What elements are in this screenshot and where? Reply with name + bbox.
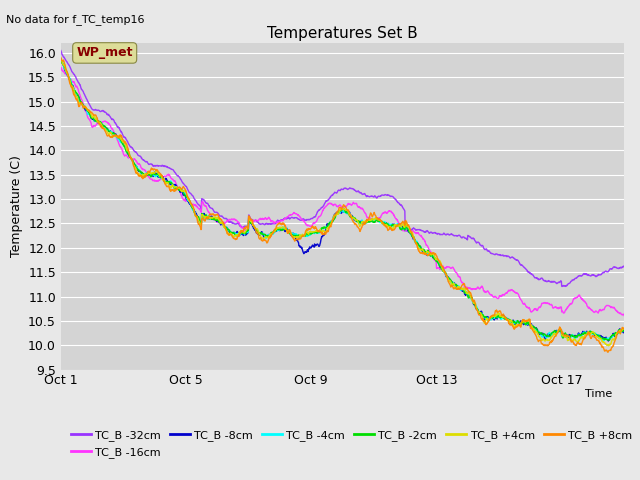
Legend: TC_B -32cm, TC_B -16cm, TC_B -8cm, TC_B -4cm, TC_B -2cm, TC_B +4cm, TC_B +8cm: TC_B -32cm, TC_B -16cm, TC_B -8cm, TC_B … bbox=[67, 426, 637, 462]
Text: WP_met: WP_met bbox=[76, 47, 133, 60]
X-axis label: Time: Time bbox=[586, 389, 612, 399]
Text: No data for f_TC_temp16: No data for f_TC_temp16 bbox=[6, 14, 145, 25]
Title: Temperatures Set B: Temperatures Set B bbox=[267, 25, 418, 41]
Y-axis label: Temperature (C): Temperature (C) bbox=[10, 156, 22, 257]
